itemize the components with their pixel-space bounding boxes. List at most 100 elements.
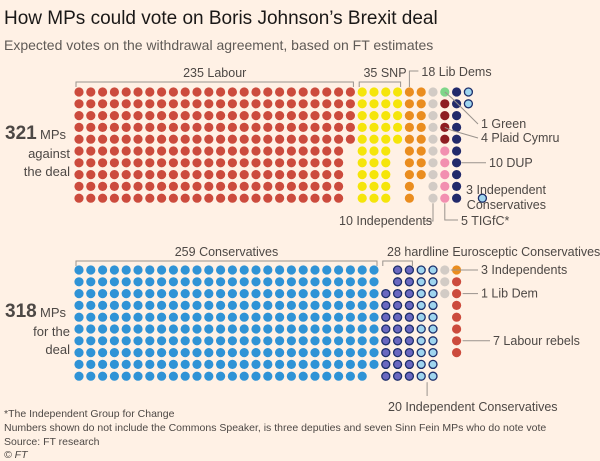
mp-dot-conservative: [157, 312, 167, 322]
mp-dot-labour: [145, 87, 155, 97]
mp-dot-indcon: [416, 265, 426, 275]
mp-dot-labour: [452, 312, 462, 322]
mp-dot-conservative: [157, 277, 167, 287]
mp-dot-conservative: [275, 348, 285, 358]
mp-dot-conservative: [204, 277, 214, 287]
mp-dot-conservative: [345, 277, 355, 287]
mp-dot-conservative: [298, 359, 308, 369]
mp-dot-labour: [180, 122, 190, 132]
mp-dot-labour: [275, 158, 285, 168]
mp-dot-snp: [369, 158, 379, 168]
mp-dot-conservative: [98, 265, 108, 275]
mp-dot-labour: [109, 122, 119, 132]
mp-dot-labour: [121, 158, 131, 168]
mp-dot-labour: [227, 193, 237, 203]
mp-dot-conservative: [86, 359, 96, 369]
mp-dot-labour: [204, 99, 214, 109]
mp-dot-indcon: [428, 324, 438, 334]
mp-dot-conservative: [357, 289, 367, 299]
mp-dot-labour: [452, 348, 462, 358]
mp-dot-labour: [86, 122, 96, 132]
mp-dot-conservative: [286, 312, 296, 322]
mp-dot-labour: [310, 181, 320, 191]
mp-dot-conservative: [227, 348, 237, 358]
mp-dot-conservative: [322, 324, 332, 334]
mp-dot-labour: [133, 87, 143, 97]
mp-dot-conservative: [334, 289, 344, 299]
mp-dot-labour: [275, 146, 285, 156]
mp-dot-conservative: [239, 336, 249, 346]
mp-dot-conservative: [334, 265, 344, 275]
mp-dot-dup: [452, 193, 462, 203]
mp-dot-snp: [381, 87, 391, 97]
mp-dot-conservative: [345, 359, 355, 369]
mp-dot-libdem: [404, 99, 414, 109]
mp-dot-labour: [109, 111, 119, 121]
mp-dot-labour: [180, 170, 190, 180]
mp-dot-snp: [369, 170, 379, 180]
mp-dot-labour: [86, 134, 96, 144]
mp-dot-labour: [452, 277, 462, 287]
mp-dot-labour: [345, 87, 355, 97]
mp-dot-conservative: [227, 336, 237, 346]
mp-dot-snp: [357, 181, 367, 191]
mp-dot-conservative: [251, 289, 261, 299]
mp-dot-labour: [251, 170, 261, 180]
mp-dot-labour: [145, 170, 155, 180]
mp-dot-labour: [334, 181, 344, 191]
mp-dot-conservative: [322, 277, 332, 287]
mp-dot-labour: [263, 111, 273, 121]
mp-dot-labour: [239, 134, 249, 144]
mp-dot-conservative: [192, 324, 202, 334]
mp-dot-conservative: [98, 359, 108, 369]
mp-dot-snp: [393, 122, 403, 132]
mp-dot-labour: [239, 170, 249, 180]
mp-dot-conservative: [263, 277, 273, 287]
mp-dot-conservative: [263, 289, 273, 299]
mp-dot-conservative: [286, 324, 296, 334]
mp-dot-conservative: [204, 265, 214, 275]
mp-dot-labour: [239, 87, 249, 97]
mp-dot-conservative: [334, 277, 344, 287]
mp-dot-labour: [251, 146, 261, 156]
mp-dot-snp: [381, 181, 391, 191]
mp-dot-conservative: [227, 277, 237, 287]
mp-dot-conservative: [216, 371, 226, 381]
mp-dot-indcon: [428, 371, 438, 381]
mp-dot-labour: [310, 87, 320, 97]
mp-dot-erg: [404, 347, 415, 358]
mp-dot-labour: [157, 99, 167, 109]
mp-dot-erg: [381, 288, 391, 299]
mp-dot-conservative: [275, 265, 285, 275]
mp-dot-libdem: [416, 146, 426, 156]
mp-dot-conservative: [227, 324, 237, 334]
mp-dot-labour: [145, 111, 155, 121]
mp-dot-conservative: [204, 324, 214, 334]
mp-dot-snp: [381, 111, 391, 121]
mp-dot-labour: [133, 170, 143, 180]
mp-dot-erg: [392, 300, 403, 311]
mp-dot-libdem: [404, 181, 414, 191]
mp-dot-conservative: [74, 312, 84, 322]
mp-dot-snp: [357, 111, 367, 121]
mp-dot-libdem: [404, 87, 414, 97]
mp-dot-snp: [381, 193, 391, 203]
mp-dot-labour: [334, 87, 344, 97]
total-for-line1: for the: [33, 324, 70, 339]
mp-dot-conservative: [133, 371, 143, 381]
mp-dot-conservative: [227, 265, 237, 275]
mp-dot-indcon: [463, 87, 474, 97]
mp-dot-conservative: [251, 324, 261, 334]
mp-dot-conservative: [310, 324, 320, 334]
mp-dot-conservative: [74, 300, 84, 310]
mp-dot-conservative: [369, 300, 379, 310]
mp-dot-labour: [109, 99, 119, 109]
mp-dot-labour: [74, 146, 84, 156]
mp-dot-conservative: [86, 336, 96, 346]
mp-dot-conservative: [286, 348, 296, 358]
mp-dot-labour: [452, 289, 462, 299]
mp-dot-conservative: [121, 265, 131, 275]
leader-libdem: [408, 70, 419, 87]
mp-dot-conservative: [286, 289, 296, 299]
mp-dot-libdem: [404, 170, 414, 180]
